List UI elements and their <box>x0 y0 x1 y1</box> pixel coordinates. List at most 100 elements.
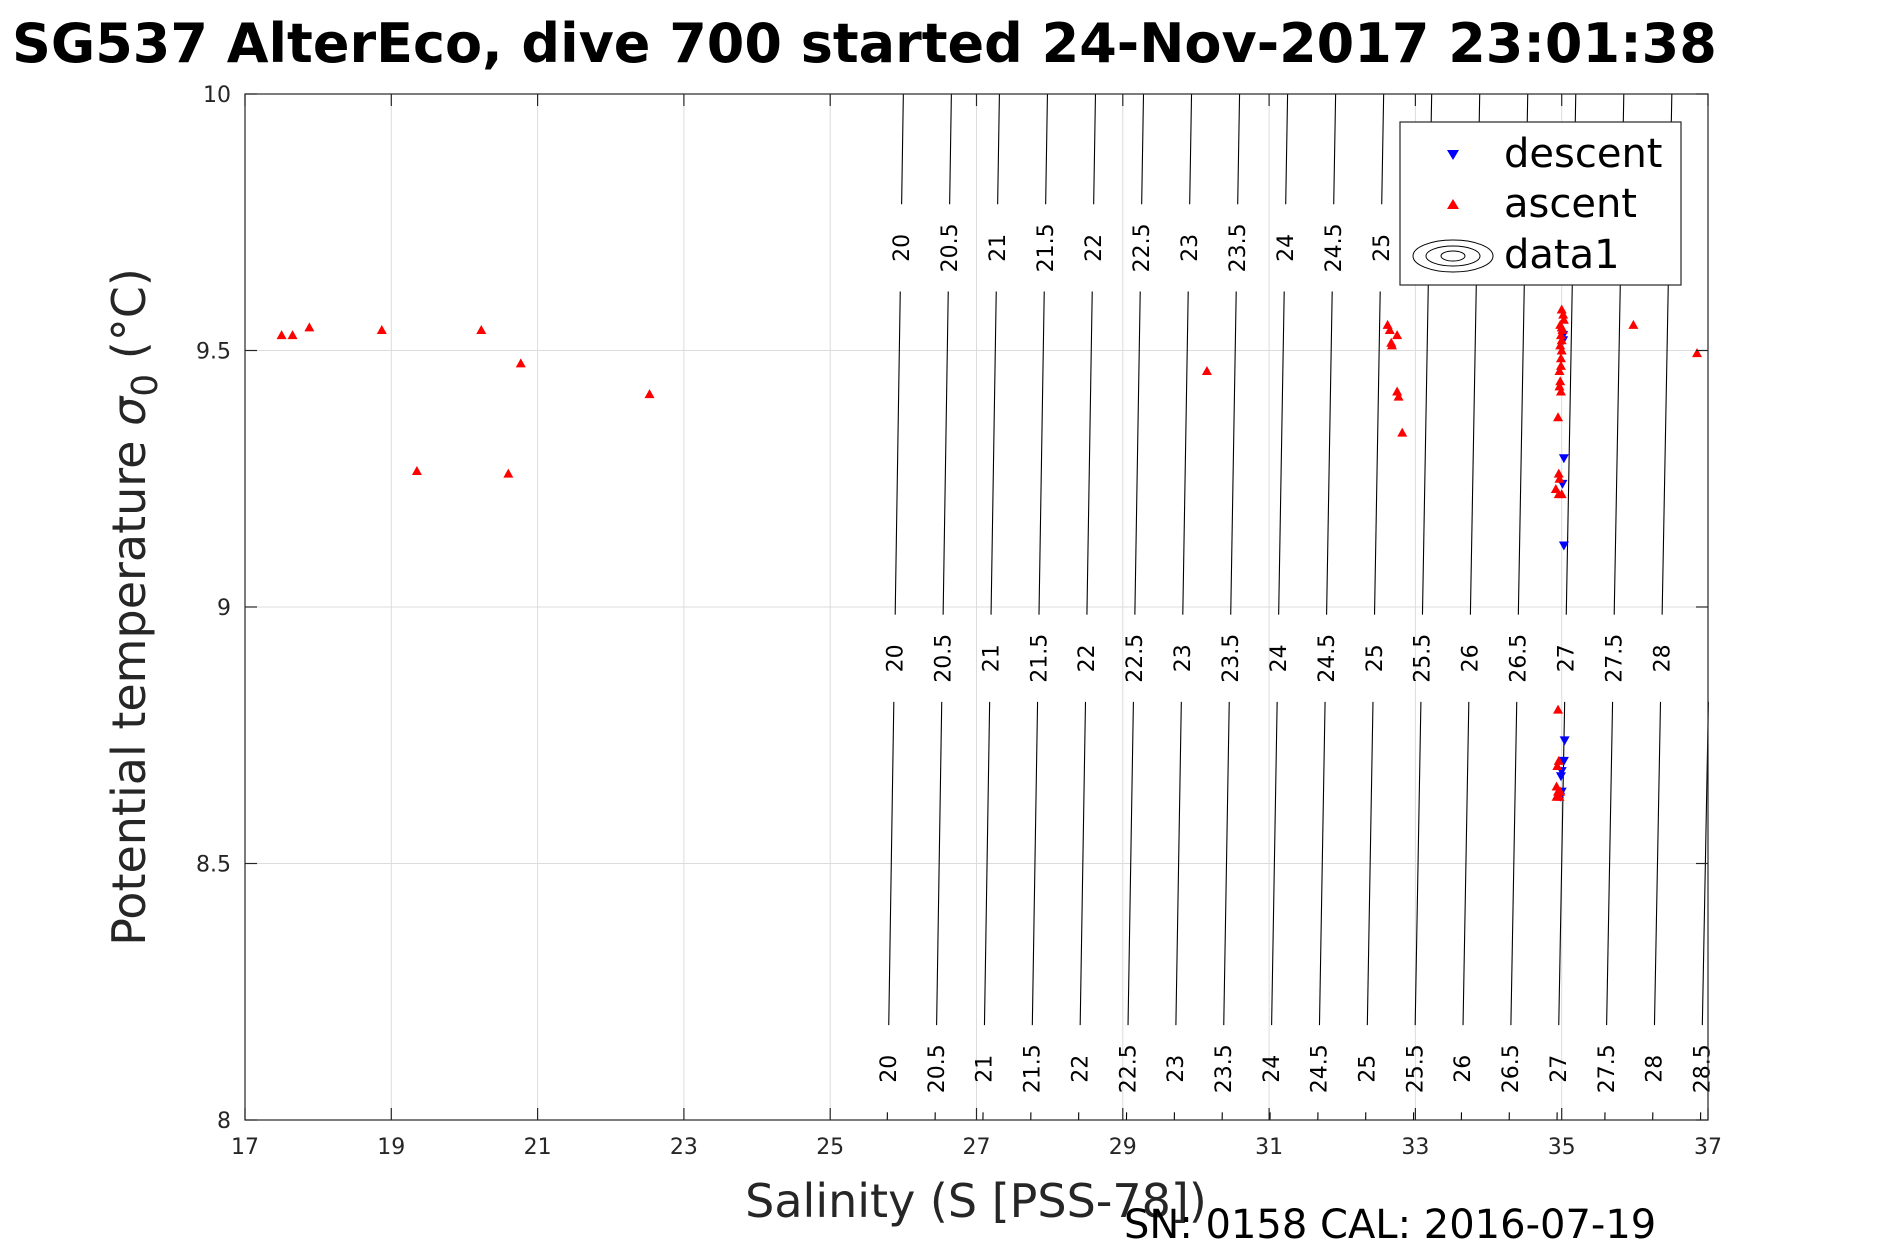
y-axis-label: Potential temperature σ0 (°C) <box>102 268 166 946</box>
density-contour-line <box>1086 291 1093 615</box>
contour-label: 24 <box>1274 234 1299 262</box>
legend-data1-label: data1 <box>1504 232 1620 278</box>
ascent-point <box>1555 340 1566 350</box>
density-contour-line <box>888 701 895 1026</box>
contour-label: 23 <box>1178 234 1203 262</box>
contour-label: 25 <box>1370 234 1395 262</box>
ascent-point <box>411 466 422 476</box>
descent-point <box>1558 541 1569 551</box>
ascent-point <box>1553 412 1564 422</box>
x-tick-label: 23 <box>670 1135 698 1160</box>
contour-label: 23 <box>1164 1055 1189 1083</box>
legend-ascent-label: ascent <box>1504 181 1637 227</box>
x-axis-label: Salinity (S [PSS-78]) <box>745 1174 1207 1228</box>
density-contour-line <box>901 93 904 205</box>
contour-label: 20.5 <box>931 634 956 683</box>
ascent-point <box>1551 781 1562 791</box>
grid-lines <box>245 94 1708 1120</box>
x-tick-label: 33 <box>1401 1135 1429 1160</box>
contour-label: 23.5 <box>1219 634 1244 683</box>
density-contour-line <box>1366 701 1374 1026</box>
descent-point <box>1555 772 1566 782</box>
density-contour-line <box>1182 291 1189 615</box>
density-contour-labels: 20 20.5 21 21.5 22 22.5 23 23.5 24 24.5 25 25.5 26 26… <box>877 223 1715 1093</box>
legend-ascent-marker <box>1447 199 1459 209</box>
contour-label: 22.5 <box>1123 634 1148 683</box>
contour-label: 24.5 <box>1315 634 1340 683</box>
density-contour-line <box>1510 701 1518 1026</box>
ascent-point <box>1556 489 1567 499</box>
ascent-point <box>1556 345 1567 355</box>
x-axis-ticks: 17 19 21 23 25 27 29 31 33 35 37 <box>231 94 1722 1160</box>
contour-label: 23.5 <box>1226 223 1251 272</box>
ascent-point <box>287 330 298 340</box>
density-contour-line <box>1462 701 1470 1026</box>
ascent-point <box>1554 473 1565 483</box>
contour-label: 21 <box>986 234 1011 262</box>
ascent-point <box>1393 391 1404 401</box>
density-contour-line <box>1237 93 1241 205</box>
ascent-point <box>1555 786 1566 796</box>
density-contour-line <box>1414 701 1422 1026</box>
density-contour-line <box>1373 291 1381 615</box>
contour-label: 25.5 <box>1411 634 1436 683</box>
density-contour-line <box>1318 701 1326 1026</box>
x-tick-label: 17 <box>231 1135 259 1160</box>
ascent-point <box>1628 319 1639 329</box>
contour-label: 25 <box>1356 1055 1381 1083</box>
ascent-point <box>503 468 514 478</box>
contour-label: 28.5 <box>1691 1044 1716 1093</box>
density-contour-line <box>1093 93 1097 205</box>
density-contour-line <box>983 701 991 1026</box>
contour-label: 24.5 <box>1308 1044 1333 1093</box>
data-points <box>276 304 1703 802</box>
density-contour-line <box>1606 701 1614 1026</box>
x-tick-label: 31 <box>1255 1135 1283 1160</box>
ascent-point <box>1555 376 1566 386</box>
ascent-point <box>476 324 487 334</box>
contour-label: 26 <box>1451 1055 1476 1083</box>
legend-box <box>1399 121 1682 286</box>
x-tick-label: 35 <box>1548 1135 1576 1160</box>
contour-label: 25.5 <box>1403 1044 1428 1093</box>
density-contour-line <box>942 291 949 615</box>
contour-label: 20.5 <box>938 223 963 272</box>
ascent-point <box>1386 340 1397 350</box>
contour-label: 27 <box>1547 1055 1572 1083</box>
ascent-point <box>515 358 526 368</box>
x-tick-label: 29 <box>1109 1135 1137 1160</box>
density-contour-line <box>1045 93 1048 205</box>
density-contour-line <box>1031 701 1039 1026</box>
contour-label: 28 <box>1643 1055 1668 1083</box>
ascent-point <box>1557 324 1568 334</box>
descent-point <box>1559 736 1570 746</box>
ascent-point <box>1397 427 1408 437</box>
density-contour-line <box>1558 701 1566 1026</box>
contour-label: 21.5 <box>1021 1044 1046 1093</box>
contour-label: 27 <box>1554 644 1579 672</box>
contour-label: 21.5 <box>1027 634 1052 683</box>
density-contour-line <box>1079 701 1087 1026</box>
contour-label: 22 <box>1082 234 1107 262</box>
footer-serial-calibration: SN: 0158 CAL: 2016-07-19 <box>1124 1202 1656 1248</box>
contour-label: 27.5 <box>1602 634 1627 683</box>
y-tick-label: 8.5 <box>196 853 231 878</box>
density-contour-line <box>997 93 1000 205</box>
density-contour-line <box>1127 701 1134 1026</box>
x-tick-label: 27 <box>963 1135 991 1160</box>
density-contour-line <box>1326 291 1333 615</box>
chart-title: SG537 AlterEco, dive 700 started 24-Nov-… <box>12 12 1717 75</box>
ascent-point <box>1384 324 1395 334</box>
density-contour-line <box>1230 291 1237 615</box>
descent-point <box>1558 454 1569 464</box>
ascent-point <box>644 389 655 399</box>
x-tick-label: 21 <box>524 1135 552 1160</box>
ascent-point <box>1558 309 1569 319</box>
ascent-point <box>1692 348 1703 358</box>
density-contour-line <box>990 291 997 615</box>
contour-label: 23 <box>1171 644 1196 672</box>
contour-label: 22.5 <box>1116 1044 1141 1093</box>
contour-label: 24 <box>1260 1055 1285 1083</box>
contour-label: 20 <box>877 1055 902 1083</box>
